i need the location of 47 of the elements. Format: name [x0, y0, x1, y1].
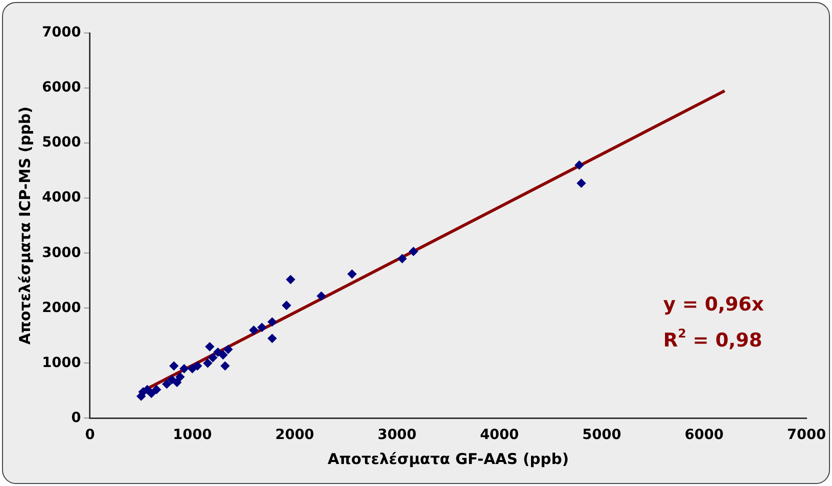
y-tick-label: 0: [71, 410, 82, 426]
y-tick-label: 6000: [42, 80, 82, 96]
point: [398, 254, 407, 264]
point: [316, 292, 326, 301]
point: [268, 334, 277, 343]
point: [576, 178, 586, 188]
x-tick-label: 4000: [480, 427, 520, 444]
point: [574, 160, 584, 170]
point: [203, 358, 212, 368]
y-tick-label: 1000: [42, 354, 82, 371]
y-axis-title: Αποτελέσματα ICP-MS (ppb): [16, 106, 34, 345]
x-axis-title: Αποτελέσματα GF-AAS (ppb): [328, 450, 569, 468]
point: [188, 364, 197, 374]
x-tick-label: 3000: [378, 427, 417, 444]
point: [218, 350, 228, 360]
x-tick-label: 2000: [275, 427, 314, 444]
x-tick-label: 1000: [172, 427, 212, 444]
point: [408, 246, 418, 256]
point: [167, 375, 176, 384]
point: [180, 364, 189, 374]
point: [152, 385, 161, 394]
y-tick-label: 4000: [42, 190, 82, 206]
y-tick-label: 7000: [42, 24, 82, 41]
point: [146, 388, 156, 398]
point: [162, 380, 172, 389]
point: [286, 275, 296, 284]
y-tick-label: 5000: [42, 134, 82, 151]
point: [257, 322, 266, 332]
x-tick-label: 7000: [787, 427, 826, 444]
point: [268, 317, 277, 326]
annotation: y = 0,96x: [663, 293, 764, 316]
point: [172, 378, 182, 387]
point: [208, 353, 218, 362]
y-tick-label: 3000: [42, 244, 82, 261]
point: [249, 326, 258, 335]
x-tick-label: 5000: [582, 427, 622, 444]
point: [220, 361, 230, 370]
point: [348, 270, 357, 279]
x-tick-label: 0: [85, 427, 96, 444]
point: [192, 361, 202, 370]
x-tick-label: 6000: [684, 427, 724, 444]
y-tick-label: 2000: [42, 300, 82, 316]
point: [169, 361, 178, 370]
point: [176, 372, 185, 382]
point: [224, 344, 233, 354]
point: [205, 342, 214, 352]
point: [282, 300, 292, 310]
